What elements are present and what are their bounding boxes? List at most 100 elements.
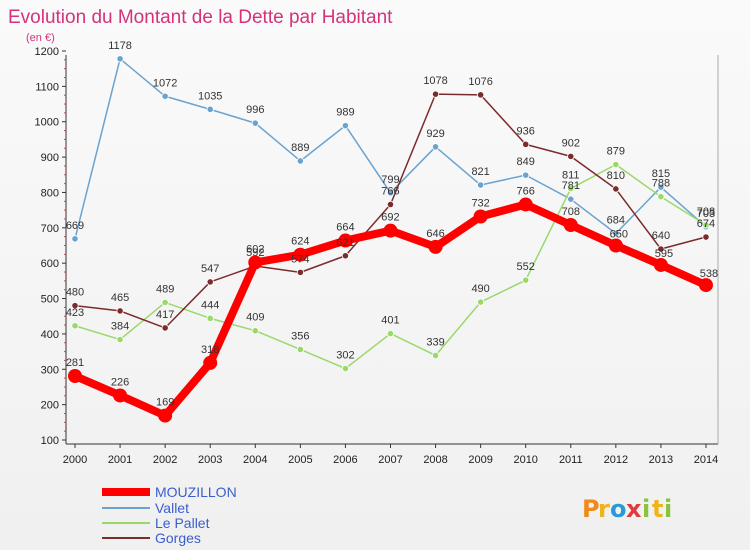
x-tick-label: 2007: [378, 454, 402, 466]
data-label: 929: [426, 128, 444, 140]
data-point: [431, 143, 440, 151]
x-tick-label: 2008: [423, 454, 447, 466]
data-point: [657, 245, 665, 253]
data-point: [251, 327, 259, 335]
data-point: [657, 183, 665, 191]
data-point: [522, 140, 530, 148]
data-point: [206, 105, 214, 113]
x-tick-label: 2010: [513, 454, 537, 466]
data-point: [431, 351, 440, 360]
logo-letter: i: [642, 495, 650, 523]
data-label: 226: [111, 376, 129, 388]
data-point: [567, 195, 575, 203]
y-tick-label: 800: [41, 187, 59, 199]
x-tick-label: 2013: [649, 454, 673, 466]
data-point: [612, 185, 620, 193]
data-point: [653, 257, 668, 272]
data-point: [477, 298, 485, 306]
y-axis-unit: (en €): [26, 32, 55, 44]
data-label: 781: [562, 180, 580, 192]
data-label: 799: [381, 174, 399, 186]
data-label: 592: [246, 247, 264, 259]
data-label: 650: [610, 229, 628, 241]
data-point: [702, 221, 710, 229]
legend-label: MOUZILLON: [155, 484, 237, 500]
proxiti-logo: Pr o x i t i: [582, 495, 672, 523]
y-tick-label: 600: [41, 258, 59, 270]
y-tick-label: 900: [41, 152, 59, 164]
y-tick-label: 1000: [35, 117, 59, 129]
data-point: [386, 189, 395, 197]
data-label: 788: [652, 178, 670, 190]
data-label: 552: [517, 261, 535, 273]
data-point: [113, 388, 128, 403]
data-label: 879: [607, 146, 625, 158]
data-label: 538: [700, 268, 718, 280]
y-tick-label: 700: [41, 223, 59, 235]
data-label: 646: [426, 228, 444, 240]
data-point: [386, 200, 395, 209]
data-label: 169: [156, 397, 174, 409]
data-point: [567, 152, 575, 160]
data-point: [338, 233, 353, 248]
data-point: [71, 322, 79, 330]
data-label: 417: [156, 309, 174, 321]
legend-label: Vallet: [155, 500, 189, 516]
data-label: 889: [291, 142, 309, 154]
data-point: [206, 278, 214, 286]
logo-letter: P: [582, 495, 600, 523]
logo-letter: t: [652, 495, 663, 523]
data-point: [477, 181, 485, 189]
data-point: [116, 335, 124, 344]
data-label: 708: [562, 206, 580, 218]
data-point: [248, 255, 263, 270]
data-label: 684: [607, 214, 625, 226]
data-point: [341, 122, 350, 130]
x-tick-label: 2006: [333, 454, 357, 466]
data-label: 356: [291, 330, 309, 342]
data-label: 465: [111, 292, 129, 304]
data-point: [386, 329, 395, 338]
data-point: [383, 223, 398, 238]
data-point: [116, 55, 124, 63]
data-point: [203, 355, 218, 370]
y-tick-label: 100: [41, 435, 59, 447]
data-point: [161, 92, 169, 100]
data-point: [431, 90, 440, 98]
data-label: 318: [201, 344, 219, 356]
data-point: [702, 233, 710, 241]
data-point: [567, 184, 575, 193]
data-point: [251, 119, 259, 127]
data-label: 989: [336, 107, 354, 119]
data-label: 708: [697, 206, 715, 218]
x-tick-label: 2014: [694, 454, 718, 466]
data-point: [71, 302, 79, 310]
data-point: [296, 268, 304, 276]
data-label: 602: [246, 243, 264, 255]
data-point: [293, 247, 308, 262]
data-point: [341, 364, 350, 373]
data-label: 849: [517, 156, 535, 168]
data-label: 703: [697, 208, 715, 220]
data-label: 621: [336, 237, 354, 249]
legend-label: Le Pallet: [155, 515, 210, 531]
x-tick-label: 2009: [468, 454, 492, 466]
y-tick-label: 200: [41, 400, 59, 412]
data-label: 936: [517, 125, 535, 137]
data-point: [612, 160, 620, 169]
x-tick-label: 2012: [604, 454, 628, 466]
data-label: 811: [562, 170, 580, 182]
logo-letter: r: [598, 495, 610, 523]
data-label: 815: [652, 168, 670, 180]
data-point: [473, 209, 488, 224]
y-tick-label: 1100: [35, 81, 59, 93]
data-label: 595: [655, 248, 673, 260]
series-layer: [68, 55, 713, 423]
data-label: 1035: [198, 90, 222, 102]
data-label: 547: [201, 263, 219, 275]
data-label: 574: [291, 253, 309, 265]
data-label: 489: [156, 283, 174, 295]
data-label: 821: [471, 166, 489, 178]
chart-title: Evolution du Montant de la Dette par Hab…: [8, 7, 393, 28]
